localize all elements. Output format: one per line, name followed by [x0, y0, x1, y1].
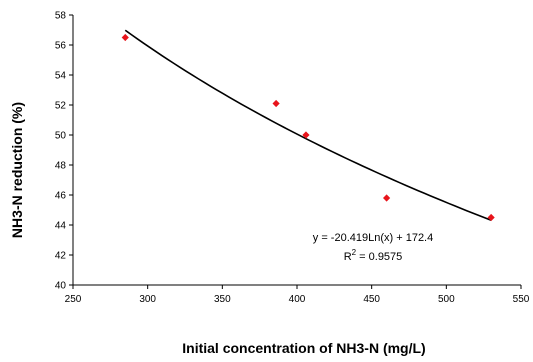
x-tick-label: 500 — [438, 294, 455, 305]
trendline — [124, 29, 492, 222]
r-squared-superscript: 2 — [352, 248, 357, 257]
y-tick-labels: 40 42 44 46 48 50 52 54 56 58 — [55, 11, 67, 292]
r-squared-r: R — [344, 251, 352, 263]
y-tick-label: 48 — [55, 161, 67, 172]
data-point — [302, 131, 310, 139]
data-point — [272, 99, 280, 108]
y-tick-label: 44 — [55, 221, 67, 232]
data-points — [121, 33, 495, 222]
x-tick-labels: 250 300 350 400 450 500 550 — [65, 294, 530, 305]
x-tick-label: 450 — [363, 294, 380, 305]
data-point — [121, 33, 129, 42]
r-squared-value: = 0.9575 — [356, 251, 402, 263]
data-point — [383, 194, 391, 202]
trendline-equation: y = -20.419Ln(x) + 172.4 — [313, 232, 433, 244]
x-tick-label: 550 — [513, 294, 530, 305]
y-tick-label: 42 — [55, 251, 67, 262]
y-tick-label: 56 — [55, 41, 67, 52]
y-tick-label: 54 — [55, 71, 67, 82]
y-tick-label: 40 — [55, 281, 67, 292]
x-tick-label: 350 — [214, 294, 231, 305]
x-tick-label: 400 — [289, 294, 306, 305]
data-point — [487, 213, 495, 222]
x-axis-title: Initial concentration of NH3-N (mg/L) — [182, 340, 425, 356]
y-tick-label: 46 — [55, 191, 67, 202]
axes — [69, 14, 522, 289]
x-tick-label: 300 — [139, 294, 156, 305]
y-tick-label: 58 — [55, 11, 67, 22]
r-squared-label: R2 = 0.9575 — [344, 248, 403, 263]
y-tick-label: 50 — [55, 131, 67, 142]
y-tick-label: 52 — [55, 101, 67, 112]
y-axis-title: NH3-N reduction (%) — [9, 102, 25, 238]
x-tick-label: 250 — [65, 294, 82, 305]
